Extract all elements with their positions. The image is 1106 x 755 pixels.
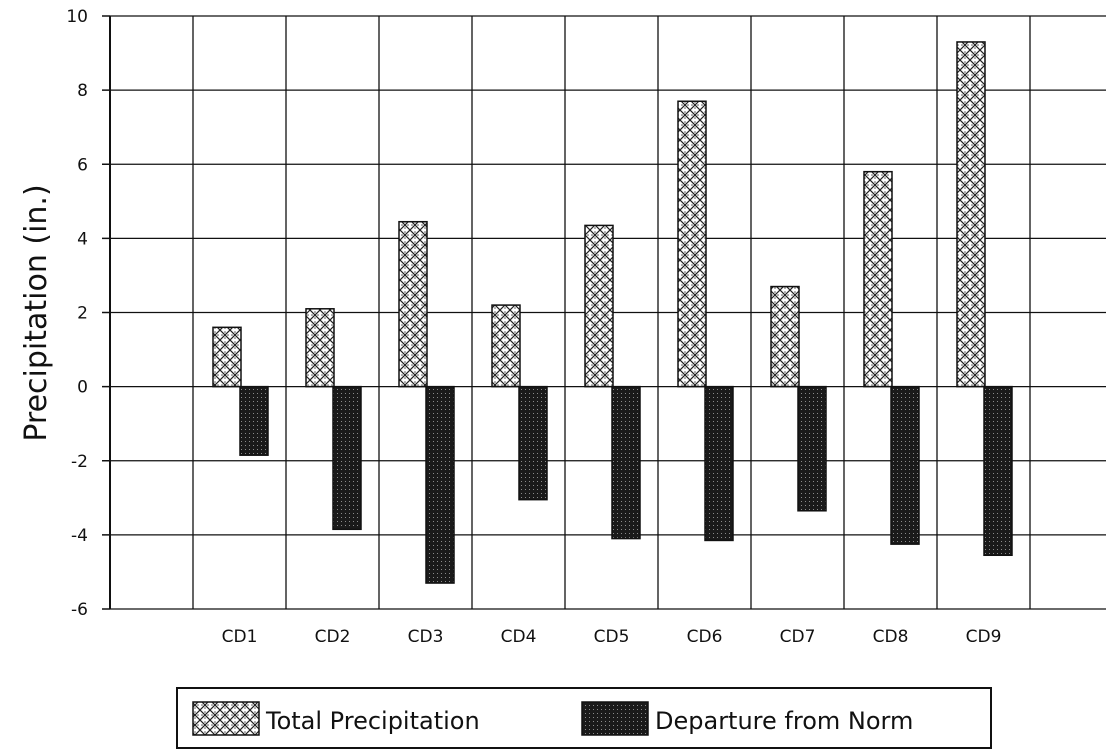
bar-total-precipitation-cd6 bbox=[677, 100, 707, 388]
bar-total-precipitation-cd9 bbox=[956, 41, 986, 388]
bar-departure-from-norm-cd6 bbox=[704, 385, 734, 542]
y-tick-label: 4 bbox=[77, 229, 88, 249]
bar-departure-from-norm-cd2 bbox=[332, 385, 362, 531]
bar-total-precipitation-cd5 bbox=[584, 224, 614, 388]
bar-total-precipitation-cd7 bbox=[770, 285, 800, 388]
y-tick-label: -2 bbox=[71, 452, 88, 472]
legend: Total Precipitation Departure from Norm bbox=[176, 687, 992, 749]
legend-swatch-total-precipitation bbox=[192, 701, 260, 736]
y-tick-label: 8 bbox=[77, 81, 88, 101]
bar-departure-from-norm-cd1 bbox=[239, 385, 269, 456]
x-tick-label: CD8 bbox=[873, 627, 909, 647]
x-tick-label: CD9 bbox=[966, 627, 1002, 647]
axes: 10 8 6 4 2 0 -2 -4 -6 CD1 CD2 CD3 CD4 CD5 CD6 CD7 CD8 CD9 bbox=[66, 7, 1001, 647]
x-tick-label: CD3 bbox=[408, 627, 444, 647]
bar-total-precipitation-cd1 bbox=[212, 326, 242, 388]
x-tick-label: CD1 bbox=[222, 627, 258, 647]
x-tick-label: CD6 bbox=[687, 627, 723, 647]
bar-total-precipitation-cd4 bbox=[491, 304, 521, 388]
bars bbox=[212, 41, 1013, 584]
bar-departure-from-norm-cd4 bbox=[518, 385, 548, 501]
bar-departure-from-norm-cd7 bbox=[797, 385, 827, 512]
y-tick-label: 10 bbox=[66, 7, 88, 27]
bar-departure-from-norm-cd5 bbox=[611, 385, 641, 540]
x-tick-label: CD4 bbox=[501, 627, 537, 647]
bar-departure-from-norm-cd9 bbox=[983, 385, 1013, 557]
bar-total-precipitation-cd8 bbox=[863, 170, 893, 388]
x-tick-label: CD5 bbox=[594, 627, 630, 647]
legend-label-total-precipitation: Total Precipitation bbox=[265, 707, 480, 735]
legend-label-departure-from-norm: Departure from Norm bbox=[655, 707, 913, 735]
bar-total-precipitation-cd2 bbox=[305, 308, 335, 388]
x-tick-label: CD7 bbox=[780, 627, 816, 647]
y-tick-label: 6 bbox=[77, 155, 88, 175]
y-axis-label: Precipitation (in.) bbox=[19, 184, 54, 441]
y-tick-label: -4 bbox=[71, 526, 88, 546]
y-tick-label: 2 bbox=[77, 304, 88, 324]
legend-swatch-departure-from-norm bbox=[581, 701, 649, 736]
x-tick-label: CD2 bbox=[315, 627, 351, 647]
bar-departure-from-norm-cd8 bbox=[890, 385, 920, 545]
bar-departure-from-norm-cd3 bbox=[425, 385, 455, 584]
y-tick-label: 0 bbox=[77, 378, 88, 398]
y-tick-label: -6 bbox=[71, 600, 88, 620]
bar-total-precipitation-cd3 bbox=[398, 220, 428, 388]
